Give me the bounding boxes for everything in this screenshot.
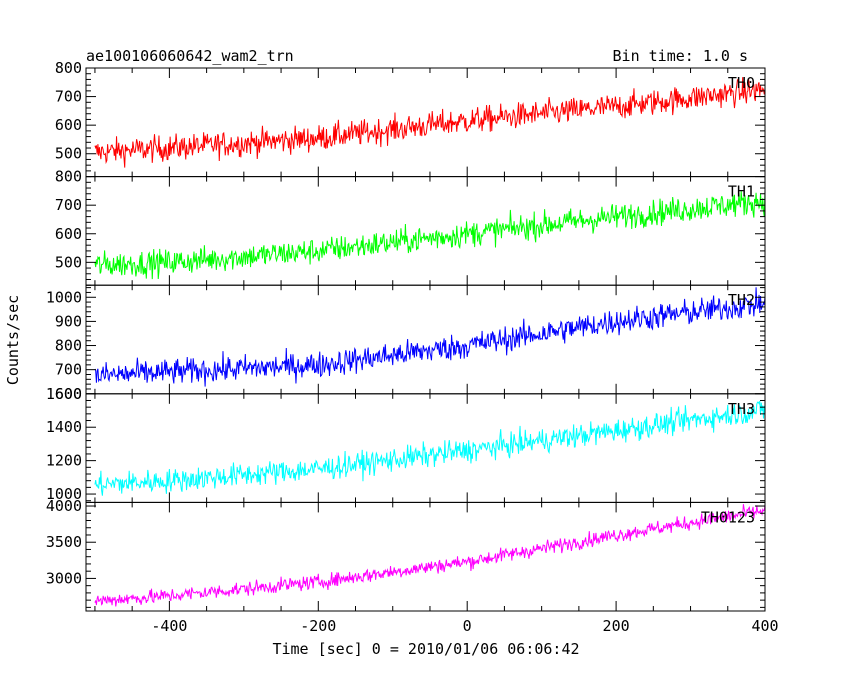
y-tick-label: 600 bbox=[55, 116, 82, 134]
y-tick-label: 1000 bbox=[46, 288, 82, 306]
y-tick-label: 1400 bbox=[46, 418, 82, 436]
y-tick-label: 600 bbox=[55, 385, 82, 403]
series-line-th0 bbox=[94, 77, 765, 168]
y-tick-label: 4000 bbox=[46, 497, 82, 515]
x-tick-label: 0 bbox=[463, 617, 472, 635]
x-tick-label: 400 bbox=[751, 617, 778, 635]
y-tick-label: 3500 bbox=[46, 533, 82, 551]
y-tick-label: 800 bbox=[55, 59, 82, 77]
plot-layer: 500 600 700 800 TH0 500 600 700 800 TH1 600 700 800 9… bbox=[46, 59, 779, 635]
header-left-title: ae100106060642_wam2_trn bbox=[86, 47, 294, 65]
y-tick-label: 700 bbox=[55, 196, 82, 214]
panel-frame-th0 bbox=[85, 67, 766, 178]
y-tick-label: 1200 bbox=[46, 452, 82, 470]
y-tick-label: 700 bbox=[55, 361, 82, 379]
y-tick-label: 800 bbox=[55, 337, 82, 355]
y-tick-label: 900 bbox=[55, 312, 82, 330]
panel-label-th1: TH1 bbox=[728, 183, 755, 201]
series-line-th3 bbox=[94, 400, 765, 496]
panel-frame-th1 bbox=[85, 176, 766, 286]
panel-label-th0123: TH0123 bbox=[701, 508, 755, 526]
x-tick-label: 200 bbox=[603, 617, 630, 635]
x-tick-label: -200 bbox=[300, 617, 336, 635]
y-tick-label: 500 bbox=[55, 253, 82, 271]
y-tick-label: 3000 bbox=[46, 569, 82, 587]
y-tick-label: 500 bbox=[55, 145, 82, 163]
y-tick-label: 1600 bbox=[46, 385, 82, 403]
y-axis-title: Counts/sec bbox=[4, 295, 22, 385]
y-tick-label: 800 bbox=[55, 168, 82, 186]
y-tick-label: 1000 bbox=[46, 485, 82, 503]
x-axis-title: Time [sec] 0 = 2010/01/06 06:06:42 bbox=[272, 640, 579, 658]
series-line-th2 bbox=[94, 287, 765, 387]
header-right-title: Bin time: 1.0 s bbox=[613, 47, 748, 65]
series-line-th0123 bbox=[94, 504, 765, 607]
panel-label-th3: TH3 bbox=[728, 400, 755, 418]
panel-label-th0: TH0 bbox=[728, 74, 755, 92]
x-tick-label: -400 bbox=[151, 617, 187, 635]
panel-frame-th2 bbox=[85, 284, 766, 395]
panel-frame-th3 bbox=[85, 393, 766, 503]
y-tick-label: 600 bbox=[55, 225, 82, 243]
panel-label-th2: TH2 bbox=[728, 291, 755, 309]
y-tick-label: 700 bbox=[55, 88, 82, 106]
series-line-th1 bbox=[94, 189, 765, 280]
